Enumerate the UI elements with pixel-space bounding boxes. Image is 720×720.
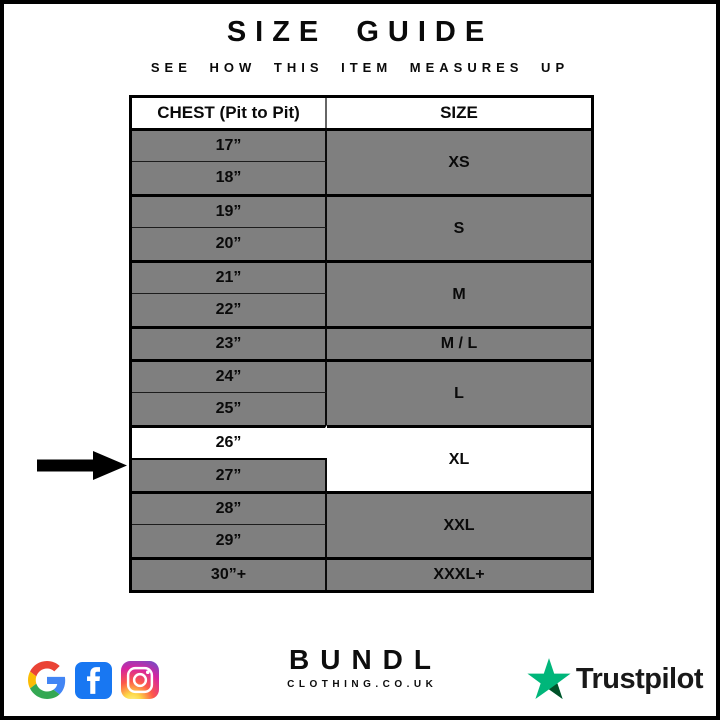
measurement-cell: 23” (132, 326, 327, 359)
size-table: CHEST (Pit to Pit) SIZE 17” XS 18” 19” S 20” 2… (129, 95, 594, 593)
table-row: 23” M / L (132, 326, 591, 359)
table-row: 30”+ XXXL+ (132, 557, 591, 590)
column-header-chest: CHEST (Pit to Pit) (132, 98, 327, 128)
table-row: 19” S (132, 194, 591, 260)
table-row: 20” (132, 227, 591, 260)
size-cell: L (327, 359, 591, 425)
measurement-cell: 18” (132, 161, 327, 194)
measurement-cell: 22” (132, 293, 327, 326)
measurement-cell: 25” (132, 392, 327, 425)
size-cell: M / L (327, 326, 591, 359)
measurement-cell: 30”+ (132, 557, 327, 590)
table-row: 26” XL (132, 425, 591, 491)
size-cell: M (327, 260, 591, 326)
measurement-cell: 24” (132, 359, 327, 392)
measurement-cell: 29” (132, 524, 327, 557)
table-row: 29” (132, 524, 591, 557)
size-cell: XS (327, 128, 591, 194)
measurement-cell: 21” (132, 260, 327, 293)
table-row: 18” (132, 161, 591, 194)
table-row: 24” L (132, 359, 591, 425)
size-cell: XXXL+ (327, 557, 591, 590)
size-cell: XL (327, 425, 591, 491)
highlight-arrow-icon (37, 451, 127, 480)
table-row: 22” (132, 293, 591, 326)
size-cell: XXL (327, 491, 591, 557)
measurement-cell: 26” (132, 425, 327, 458)
measurement-cell: 27” (132, 458, 327, 491)
page-title: SIZE GUIDE (226, 16, 494, 48)
footer: BUNDL CLOTHING.CO.UK Trustpilot (4, 616, 716, 716)
size-table-container: CHEST (Pit to Pit) SIZE 17” XS 18” 19” S 20” 2… (129, 95, 594, 593)
table-row: 21” M (132, 260, 591, 326)
table-row: 25” (132, 392, 591, 425)
trustpilot-star-icon (527, 658, 571, 699)
measurement-cell: 17” (132, 128, 327, 161)
page-subtitle: SEE HOW THIS ITEM MEASURES UP (150, 60, 570, 75)
column-header-size: SIZE (327, 98, 591, 128)
measurement-cell: 19” (132, 194, 327, 227)
brand-logo: BUNDL CLOTHING.CO.UK (4, 644, 716, 690)
table-row: 27” (132, 458, 591, 491)
social-icons (28, 661, 159, 699)
instagram-icon[interactable] (121, 661, 159, 699)
trustpilot-label: Trustpilot (575, 662, 704, 695)
table-header-row: CHEST (Pit to Pit) SIZE (132, 98, 591, 128)
size-cell: S (327, 194, 591, 260)
google-icon[interactable] (28, 661, 66, 699)
size-table-body: 17” XS 18” 19” S 20” 21” M 22” 23” M / L 24” L 25” 26”… (132, 128, 591, 590)
measurement-cell: 20” (132, 227, 327, 260)
table-row: 17” XS (132, 128, 591, 194)
brand-domain: CLOTHING.CO.UK (287, 679, 438, 690)
brand-name: BUNDL (289, 644, 442, 675)
facebook-icon[interactable] (75, 661, 112, 699)
table-row: 28” XXL (132, 491, 591, 557)
measurement-cell: 28” (132, 491, 327, 524)
trustpilot-logo[interactable]: Trustpilot (527, 658, 704, 700)
